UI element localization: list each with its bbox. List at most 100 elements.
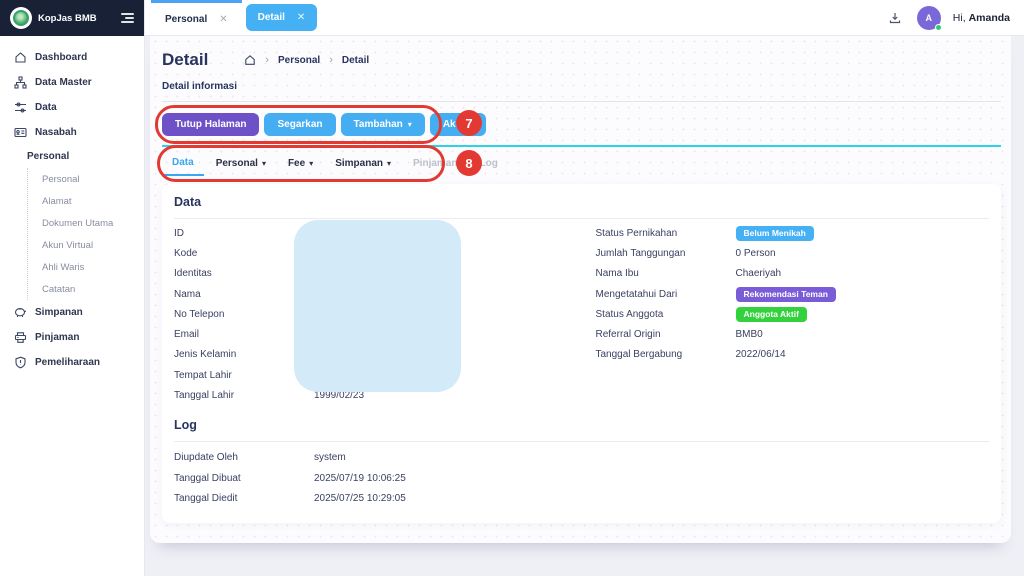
member-status-badge: Anggota Aktif bbox=[735, 306, 807, 322]
field-row: ID bbox=[174, 223, 568, 243]
sidebar-item-dokumen-utama[interactable]: Dokumen Utama bbox=[42, 217, 114, 229]
topbar: Personal ✕ Detail ✕ A Hi, Amanda bbox=[145, 0, 1024, 36]
sidebar-item-catatan[interactable]: Catatan bbox=[42, 283, 76, 295]
tambahan-dropdown-button[interactable]: Tambahan ▾ bbox=[340, 113, 425, 136]
field-row: Nama Ibu Chaeriyah bbox=[596, 264, 990, 284]
sidebar-personal-children: Personal Alamat Dokumen Utama Akun Virtu… bbox=[27, 168, 144, 300]
tab-data[interactable]: Data bbox=[162, 148, 204, 176]
home-icon bbox=[14, 51, 27, 64]
sidebar-item-label: Data bbox=[35, 102, 57, 113]
id-card-icon bbox=[14, 126, 27, 139]
field-label: Referral Origin bbox=[595, 329, 661, 341]
sitemap-icon bbox=[14, 76, 27, 89]
sidebar-item-simpanan[interactable]: Simpanan bbox=[0, 300, 144, 325]
topbar-right: A Hi, Amanda bbox=[885, 5, 1010, 31]
log-row: Diupdate Oleh system bbox=[174, 448, 989, 468]
field-value: Chaeriyah bbox=[735, 268, 782, 280]
close-icon[interactable]: ✕ bbox=[219, 13, 228, 25]
sidebar-header: KopJas BMB bbox=[0, 0, 144, 36]
tab-simpanan[interactable]: Simpanan ▾ bbox=[325, 148, 401, 176]
caret-down-icon: ▾ bbox=[387, 158, 392, 168]
caret-down-icon: ▾ bbox=[309, 158, 314, 168]
fields-grid: ID Kode Identitas Nama No Telepon Email … bbox=[174, 219, 989, 406]
detail-tabs: Data Personal ▾ Fee ▾ Simpanan ▾ Pinjama… bbox=[157, 145, 1001, 182]
tab-label: Fee bbox=[287, 158, 306, 169]
breadcrumb-home-icon[interactable] bbox=[244, 54, 256, 66]
page-header: Detail › Personal › Detail bbox=[162, 50, 1001, 70]
sidebar-item-akun-virtual[interactable]: Akun Virtual bbox=[42, 239, 94, 251]
field-label: Email bbox=[174, 329, 200, 341]
toolbar: Tutup Halaman Segarkan Tambahan ▾ Aksi ▾… bbox=[155, 105, 1001, 144]
field-label: Tanggal Dibuat bbox=[174, 472, 241, 484]
field-row: Mengetatahui Dari Rekomendasi Teman bbox=[596, 284, 990, 304]
window-tab-label: Personal bbox=[165, 13, 208, 25]
annotation-badge-7: 7 bbox=[456, 110, 482, 136]
detail-card: Data ID Kode Identitas Nama No Telepon E… bbox=[162, 184, 1001, 523]
field-row: Nama bbox=[174, 284, 568, 304]
tab-log[interactable]: Log bbox=[479, 158, 498, 169]
close-icon[interactable]: ✕ bbox=[296, 12, 306, 23]
window-tab-detail[interactable]: Detail ✕ bbox=[245, 4, 318, 31]
field-label: Kode bbox=[174, 247, 198, 259]
field-value: 2025/07/25 10:29:05 bbox=[314, 492, 406, 504]
user-greeting: Hi, Amanda bbox=[953, 12, 1010, 24]
annotation-badge-8: 8 bbox=[456, 150, 482, 176]
sidebar-item-data-master[interactable]: Data Master bbox=[0, 70, 144, 95]
field-label: Mengetatahui Dari bbox=[595, 288, 678, 300]
sidebar-item-label: Simpanan bbox=[35, 307, 83, 318]
sidebar-item-data[interactable]: Data bbox=[0, 95, 144, 120]
button-label: Tambahan bbox=[353, 119, 403, 130]
log-row: Tanggal Dibuat 2025/07/19 10:06:25 bbox=[174, 468, 989, 488]
online-status-dot bbox=[934, 23, 942, 31]
sidebar-item-alamat[interactable]: Alamat bbox=[42, 195, 72, 207]
sidebar-item-ahli-waris[interactable]: Ahli Waris bbox=[42, 261, 85, 273]
field-row: No Telepon bbox=[174, 304, 568, 324]
right-fields-column: Status Pernikahan Belum Menikah Jumlah Ta… bbox=[596, 223, 990, 406]
breadcrumb-chevron-icon: › bbox=[265, 54, 269, 66]
field-row: Email bbox=[174, 324, 568, 344]
sidebar-toggle-icon[interactable] bbox=[121, 13, 134, 23]
tab-personal[interactable]: Personal ▾ bbox=[206, 148, 276, 176]
sidebar-item-personal[interactable]: Personal bbox=[42, 173, 80, 185]
field-value: 0 Person bbox=[735, 247, 776, 259]
content-area: Detail › Personal › Detail Detail inform… bbox=[145, 36, 1024, 576]
tab-label: Simpanan bbox=[335, 158, 383, 169]
user-avatar[interactable]: A bbox=[916, 5, 942, 31]
window-tab-label: Detail bbox=[257, 12, 285, 23]
brand-name: KopJas BMB bbox=[38, 12, 97, 24]
main-area: Personal ✕ Detail ✕ A Hi, Amanda bbox=[145, 0, 1024, 576]
download-icon[interactable] bbox=[885, 8, 905, 28]
tab-fee[interactable]: Fee ▾ bbox=[278, 148, 323, 176]
field-value: 1999/02/23 bbox=[314, 390, 365, 402]
sidebar-item-pinjaman[interactable]: Pinjaman bbox=[0, 325, 144, 350]
sidebar-menu: Dashboard Data Master Data Nasabah bbox=[0, 36, 144, 375]
button-label: Aksi bbox=[442, 119, 464, 130]
sidebar-item-label: Data Master bbox=[35, 77, 92, 88]
breadcrumb-personal[interactable]: Personal bbox=[277, 54, 321, 66]
sidebar-item-nasabah[interactable]: Nasabah bbox=[0, 120, 144, 145]
sidebar-item-pemeliharaan[interactable]: Pemeliharaan bbox=[0, 350, 144, 375]
redacted-values-overlay bbox=[294, 220, 461, 392]
user-name: Amanda bbox=[968, 11, 1010, 24]
segarkan-button[interactable]: Segarkan bbox=[264, 113, 336, 136]
tab-pinjaman[interactable]: Pinjaman bbox=[413, 158, 458, 169]
tutup-halaman-button[interactable]: Tutup Halaman bbox=[162, 113, 260, 136]
window-tab-personal[interactable]: Personal ✕ bbox=[151, 0, 242, 36]
sidebar-item-dashboard[interactable]: Dashboard bbox=[0, 45, 144, 70]
field-value: 2025/07/19 10:06:25 bbox=[314, 472, 406, 484]
tab-label: Personal bbox=[215, 158, 258, 169]
field-label: Identitas bbox=[174, 268, 212, 280]
sidebar-item-personal-group[interactable]: Personal bbox=[27, 151, 70, 162]
sidebar-item-label: Dashboard bbox=[35, 52, 88, 63]
field-label: ID bbox=[174, 227, 184, 239]
brand-logo-icon bbox=[10, 7, 32, 29]
field-row: Tanggal Bergabung 2022/06/14 bbox=[596, 345, 990, 365]
field-label: Tempat Lahir bbox=[174, 369, 232, 381]
greeting-prefix: Hi, bbox=[952, 11, 966, 24]
log-rows: Diupdate Oleh system Tanggal Dibuat 2025/0… bbox=[174, 442, 989, 509]
shield-icon bbox=[14, 356, 27, 369]
field-label: Tanggal Bergabung bbox=[595, 349, 683, 361]
cyan-divider bbox=[162, 145, 1001, 147]
breadcrumb-detail: Detail bbox=[341, 54, 370, 66]
field-value: system bbox=[314, 452, 346, 464]
